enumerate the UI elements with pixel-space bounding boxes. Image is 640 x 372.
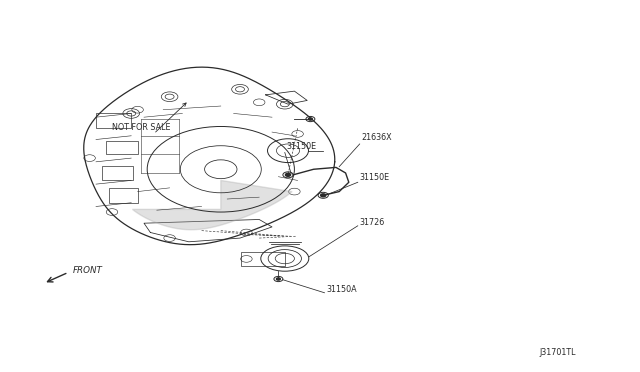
Text: 31150E: 31150E: [360, 173, 390, 182]
Circle shape: [276, 278, 280, 280]
Bar: [106, 141, 138, 154]
Text: 31150A: 31150A: [326, 285, 357, 294]
Circle shape: [285, 173, 291, 176]
Bar: [102, 166, 133, 180]
Text: 31150E: 31150E: [287, 142, 317, 151]
Polygon shape: [132, 180, 292, 230]
Text: J31701TL: J31701TL: [540, 348, 576, 357]
Circle shape: [321, 194, 326, 197]
Text: NOT FOR SALE: NOT FOR SALE: [112, 123, 170, 132]
Bar: [109, 188, 138, 203]
Circle shape: [308, 118, 312, 120]
Text: 21636X: 21636X: [362, 133, 392, 142]
Bar: [96, 113, 131, 128]
Bar: [241, 252, 285, 266]
Text: 31726: 31726: [360, 218, 385, 227]
Text: FRONT: FRONT: [72, 266, 102, 275]
